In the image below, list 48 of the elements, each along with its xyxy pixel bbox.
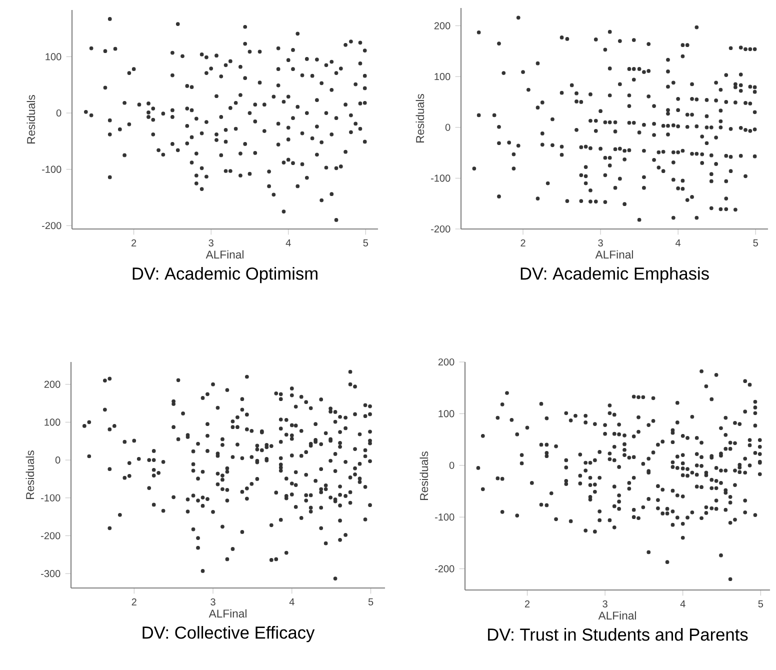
y-axis-title: Residuals: [26, 95, 36, 144]
x-tick-label: 5: [368, 598, 374, 606]
x-tick-label: 5: [753, 239, 758, 246]
y-tick-label: -200: [41, 532, 60, 540]
y-axis-title: Residuals: [416, 94, 424, 142]
x-tick-label: 3: [598, 239, 603, 246]
y-tick-label: -100: [42, 166, 62, 173]
x-tick-label: 4: [286, 239, 291, 246]
y-tick-label: 100: [44, 418, 60, 426]
text: DV: Collective Efficacy: [142, 626, 315, 642]
y-tick-label: 100: [434, 73, 450, 80]
y-tick-label: -100: [431, 174, 450, 182]
y-tick-label: -200: [42, 222, 62, 230]
y-tick-label: 0: [55, 456, 60, 464]
y-axis-title: Residuals: [26, 450, 34, 499]
x-tick-label: 2: [520, 239, 526, 246]
y-tick-label: 200: [44, 380, 60, 388]
x-tick-label: 2: [132, 239, 136, 246]
y-tick-label: 100: [46, 53, 62, 60]
y-tick-label: 100: [438, 410, 454, 418]
y-tick-label: -100: [435, 514, 454, 521]
y-tick-label: -300: [41, 570, 60, 578]
x-tick-label: 5: [363, 239, 368, 246]
y-tick-label: -100: [41, 494, 60, 502]
x-tick-label: 3: [602, 600, 608, 608]
x-axis-title: ALFinal: [206, 250, 244, 259]
text: DV: Trust in Students and Parents: [488, 628, 748, 641]
x-tick-label: 4: [680, 600, 686, 608]
x-axis-title: ALFinal: [208, 609, 246, 618]
x-tick-label: 3: [208, 239, 214, 246]
y-tick-label: 0: [56, 109, 62, 117]
x-tick-label: 2: [132, 598, 136, 606]
y-tick-label: -200: [431, 225, 450, 233]
y-tick-label: 200: [434, 22, 450, 30]
y-tick-label: 0: [445, 124, 450, 131]
x-tick-label: 5: [758, 600, 764, 608]
x-tick-label: 4: [289, 598, 294, 606]
x-axis-title: ALFinal: [595, 250, 633, 259]
x-axis-title: ALFinal: [598, 611, 636, 620]
y-tick-label: -200: [435, 565, 454, 572]
text: DV: Academic Emphasis: [520, 267, 709, 284]
y-tick-label: 0: [449, 462, 454, 469]
x-tick-label: 4: [676, 239, 681, 246]
x-tick-label: 2: [524, 600, 530, 608]
y-tick-label: 200: [438, 358, 454, 366]
x-tick-label: 3: [210, 598, 216, 606]
text: DV: Academic Optimism: [132, 267, 318, 284]
y-axis-title: Residuals: [420, 452, 428, 500]
